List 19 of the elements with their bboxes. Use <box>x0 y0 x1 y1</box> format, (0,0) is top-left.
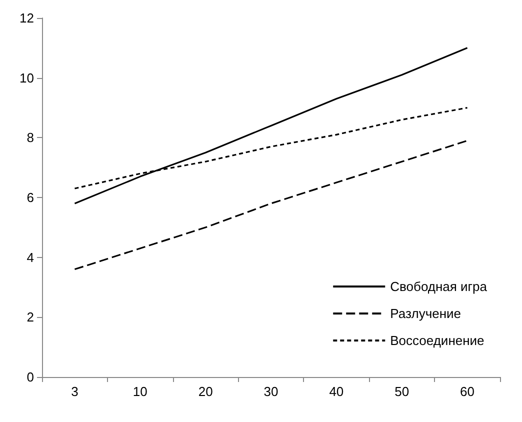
legend-label: Воссоединение <box>390 333 484 348</box>
x-tick-label: 30 <box>264 384 278 399</box>
x-tick-label: 60 <box>460 384 475 399</box>
y-tick-label: 2 <box>26 310 34 325</box>
y-tick-label: 6 <box>26 190 34 205</box>
y-tick-label: 12 <box>20 10 34 26</box>
x-tick-label: 50 <box>394 384 410 399</box>
y-tick-label: 4 <box>26 250 34 265</box>
y-tick-label: 0 <box>26 370 34 384</box>
line-series <box>74 47 468 204</box>
x-tick-label: 40 <box>329 384 344 399</box>
legend-label: Свободная игра <box>390 279 488 294</box>
y-tick-label: 8 <box>26 130 34 146</box>
x-tick-label: 3 <box>71 384 78 399</box>
x-tick-label: 20 <box>198 384 213 399</box>
line-series <box>74 140 468 270</box>
y-tick-label: 10 <box>20 70 34 86</box>
x-tick-label: 10 <box>132 384 148 399</box>
legend-label: Разлучение <box>390 306 462 321</box>
